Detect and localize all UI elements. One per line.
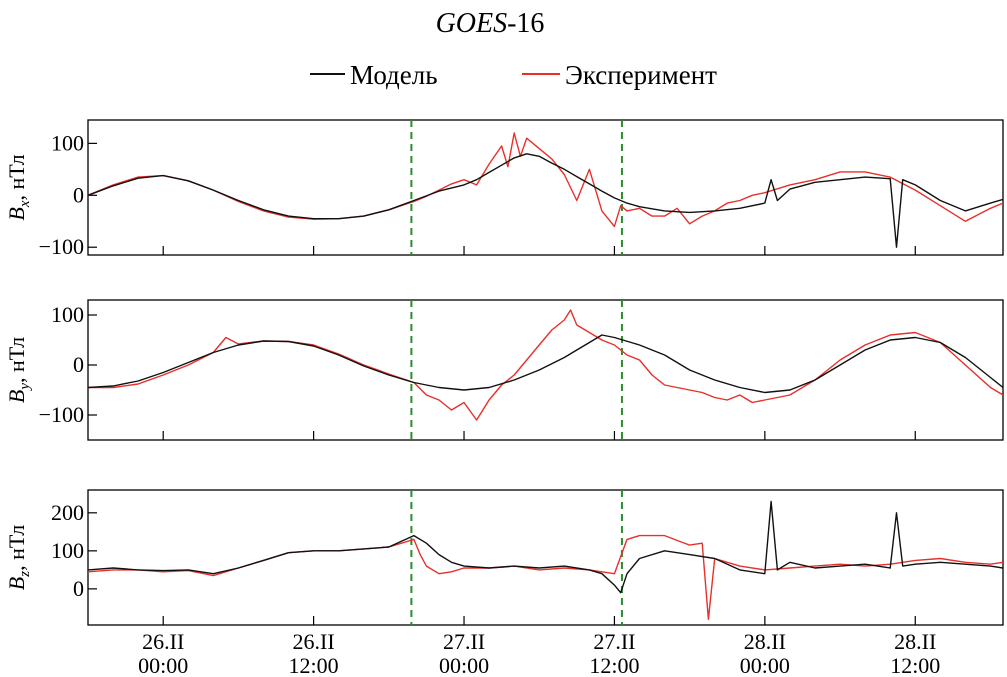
- plot-frame: [87, 299, 1004, 441]
- legend-model-label: Модель: [350, 60, 438, 90]
- series-model-line: [88, 334, 1003, 394]
- x-tick-label-date: 27.II: [593, 629, 635, 654]
- x-tick-label-time: 00:00: [138, 653, 188, 677]
- y-axis-label-unit: , нТл: [4, 154, 29, 200]
- y-axis-label-sub: z: [17, 571, 33, 578]
- plot-frame: [87, 119, 1004, 256]
- plot-frame: [87, 489, 1004, 626]
- y-axis-label-unit: , нТл: [4, 337, 29, 383]
- x-tick-label-time: 12:00: [289, 653, 339, 677]
- y-axis-label-sub: x: [17, 200, 33, 208]
- series-experiment-line: [88, 132, 1003, 228]
- y-axis-label-var: B: [4, 577, 29, 590]
- x-tick-label-time: 00:00: [740, 653, 790, 677]
- y-tick-label: 0: [73, 576, 84, 601]
- y-tick-label: 0: [73, 352, 84, 377]
- y-tick-label: 100: [51, 302, 84, 327]
- x-tick-label-time: 12:00: [589, 653, 639, 677]
- x-tick-label-time: 12:00: [890, 653, 940, 677]
- y-axis-label-unit: , нТл: [4, 525, 29, 571]
- series-model-line: [88, 153, 1003, 248]
- x-tick-label-date: 28.II: [744, 629, 786, 654]
- y-axis-label: Bx, нТл: [4, 154, 33, 220]
- chart-legend: Модель Эксперимент: [310, 60, 717, 90]
- y-tick-label: 100: [51, 130, 84, 155]
- chart-title: GOES-16: [436, 8, 545, 39]
- series-experiment-line: [88, 534, 1003, 620]
- series-model-line: [88, 500, 1003, 594]
- y-tick-label: 0: [73, 182, 84, 207]
- x-tick-label-time: 00:00: [439, 653, 489, 677]
- y-axis-label: By, нТл: [4, 337, 33, 403]
- series-experiment-line: [88, 309, 1003, 421]
- y-tick-label: 200: [51, 500, 84, 525]
- y-tick-label: −100: [39, 234, 84, 259]
- x-tick-label-date: 26.II: [142, 629, 184, 654]
- x-tick-label-date: 26.II: [293, 629, 335, 654]
- y-axis-label: Bz, нТл: [4, 525, 33, 590]
- y-tick-label: −100: [39, 402, 84, 427]
- y-axis-label-var: B: [4, 390, 29, 403]
- y-tick-label: 100: [51, 538, 84, 563]
- y-axis-label-var: B: [4, 207, 29, 220]
- y-axis-label-sub: y: [17, 383, 33, 392]
- x-tick-label-date: 28.II: [894, 629, 936, 654]
- legend-experiment-label: Эксперимент: [565, 60, 717, 90]
- panel-z: 26.II00:0026.II12:0027.II00:0027.II12:00…: [4, 489, 1004, 677]
- x-tick-label-date: 27.II: [443, 629, 485, 654]
- chart-title-suffix: -16: [507, 8, 544, 39]
- chart-title-main: GOES: [436, 8, 508, 39]
